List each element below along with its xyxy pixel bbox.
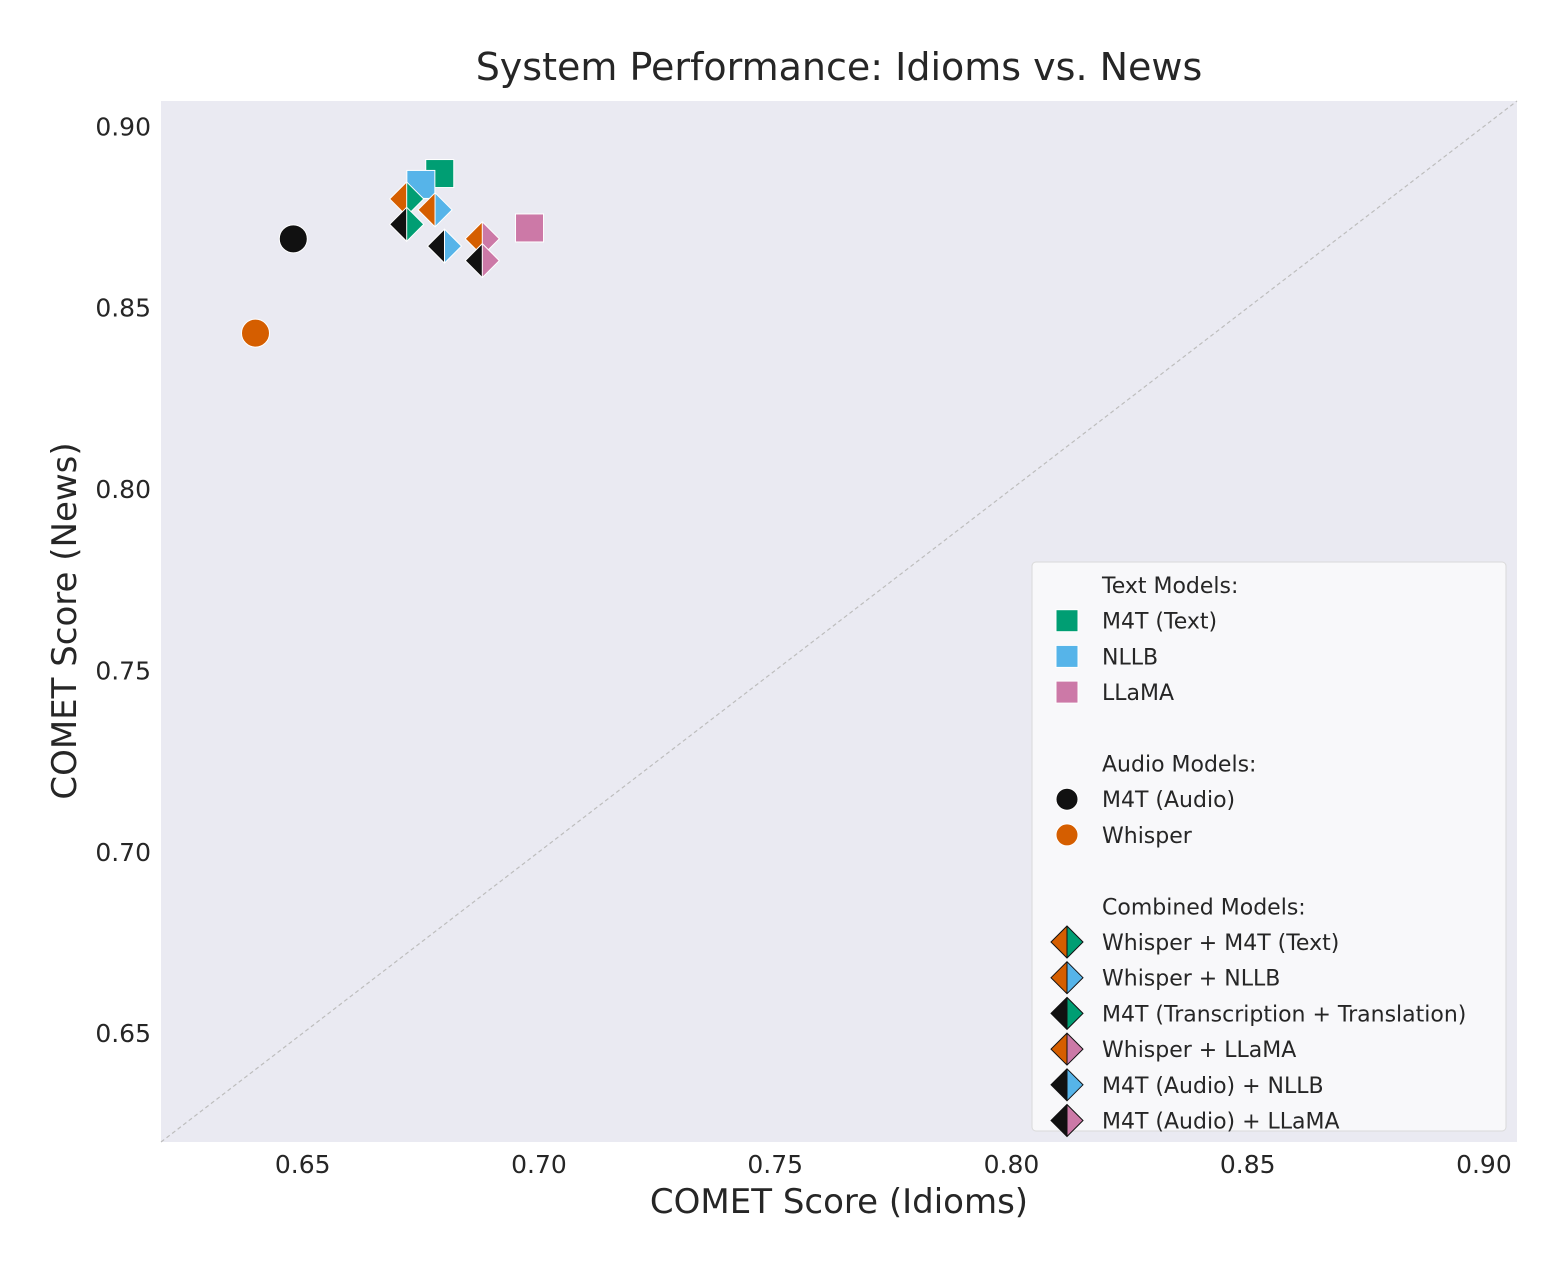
- chart-title: System Performance: Idioms vs. News: [476, 45, 1203, 89]
- legend: Text Models: M4T (Text) NLLB LLaMA Audio Mod…: [1031, 561, 1507, 1138]
- x-tick-label: 0.80: [984, 1150, 1040, 1179]
- diamond-left-half: [1051, 1033, 1067, 1066]
- legend-label: M4T (Text): [1102, 610, 1217, 635]
- legend-label: M4T (Transcription + Translation): [1102, 1002, 1466, 1027]
- legend-marker: [1050, 1103, 1084, 1138]
- circle-marker: [278, 224, 308, 254]
- legend-marker: [1055, 644, 1079, 668]
- y-tick-label: 0.80: [95, 475, 151, 504]
- legend-label: M4T (Audio): [1102, 788, 1235, 813]
- diamond-left-half: [1051, 1104, 1067, 1137]
- data-point: [278, 224, 308, 254]
- diamond-left-half: [418, 192, 436, 227]
- y-tick-label: 0.90: [95, 112, 151, 141]
- y-tick-label: 0.75: [95, 656, 151, 685]
- data-point: [426, 228, 463, 264]
- y-tick-labels: 0.65 0.70 0.75 0.80 0.85 0.90: [95, 112, 151, 1048]
- x-tick-labels: 0.65 0.70 0.75 0.80 0.85 0.90: [275, 1150, 1512, 1179]
- data-point: [240, 318, 270, 348]
- legend-label: M4T (Audio) + LLaMA: [1102, 1110, 1340, 1135]
- legend-marker: [1050, 996, 1084, 1031]
- legend-label: M4T (Audio) + NLLB: [1102, 1074, 1324, 1099]
- diamond-right-half: [1067, 926, 1083, 958]
- legend-marker: [1055, 823, 1079, 847]
- diamond-left-half: [1051, 926, 1067, 958]
- legend-marker: [1050, 925, 1084, 959]
- legend-marker: [1055, 680, 1079, 704]
- legend-label: NLLB: [1102, 645, 1158, 670]
- diamond-right-half: [435, 192, 453, 227]
- diamond-right-half: [1067, 961, 1083, 994]
- square-marker: [515, 213, 545, 243]
- data-point: [464, 242, 500, 279]
- legend-label: LLaMA: [1102, 681, 1174, 706]
- square-marker: [1055, 680, 1079, 704]
- diagonal-reference-line: [160, 100, 1518, 1143]
- legend-group-title: Audio Models:: [1102, 753, 1256, 778]
- x-tick-label: 0.85: [1220, 1150, 1276, 1179]
- y-axis-label: COMET Score (News): [45, 442, 85, 799]
- data-point: [388, 206, 425, 243]
- legend-marker: [1050, 960, 1084, 995]
- legend-label: Whisper + NLLB: [1102, 967, 1280, 992]
- y-tick-label: 0.65: [95, 1019, 151, 1048]
- diamond-right-half: [406, 207, 424, 242]
- diamond-left-half: [1051, 961, 1067, 994]
- legend-group-title: Text Models:: [1101, 574, 1238, 599]
- legend-marker: [1050, 1032, 1084, 1066]
- diamond-left-half: [1051, 1068, 1067, 1101]
- diamond-left-half: [1051, 997, 1067, 1030]
- x-tick-label: 0.70: [511, 1150, 567, 1179]
- points-layer: [240, 159, 545, 348]
- diamond-right-half: [1067, 1033, 1083, 1066]
- diamond-right-half: [482, 243, 500, 278]
- circle-marker: [240, 318, 270, 348]
- x-tick-label: 0.90: [1456, 1150, 1512, 1179]
- diamond-right-half: [1067, 1068, 1083, 1101]
- data-point: [417, 192, 453, 228]
- legend-marker: [1050, 1068, 1084, 1102]
- x-tick-label: 0.75: [747, 1150, 803, 1179]
- circle-marker: [1055, 787, 1079, 811]
- legend-label: Whisper + LLaMA: [1102, 1038, 1296, 1063]
- diamond-right-half: [1067, 997, 1083, 1030]
- y-tick-label: 0.85: [95, 294, 151, 323]
- circle-marker: [1055, 823, 1079, 847]
- diamond-right-half: [1067, 1104, 1083, 1137]
- legend-box: [1031, 561, 1507, 1132]
- diamond-left-half: [389, 181, 407, 216]
- diamond-right-half: [406, 181, 424, 216]
- diamond-right-half: [444, 229, 462, 264]
- x-axis-label: COMET Score (Idioms): [650, 1182, 1028, 1222]
- square-marker: [1055, 609, 1079, 633]
- legend-group-title: Combined Models:: [1102, 895, 1306, 920]
- diamond-left-half: [427, 229, 445, 264]
- diamond-left-half: [389, 207, 407, 242]
- square-marker: [1055, 644, 1079, 668]
- diamond-left-half: [465, 243, 483, 278]
- legend-marker: [1055, 609, 1079, 633]
- x-tick-label: 0.65: [275, 1150, 331, 1179]
- legend-label: Whisper + M4T (Text): [1102, 931, 1339, 956]
- y-tick-label: 0.70: [95, 838, 151, 867]
- legend-label: Whisper: [1102, 824, 1193, 849]
- data-point: [515, 213, 545, 243]
- legend-marker: [1055, 787, 1079, 811]
